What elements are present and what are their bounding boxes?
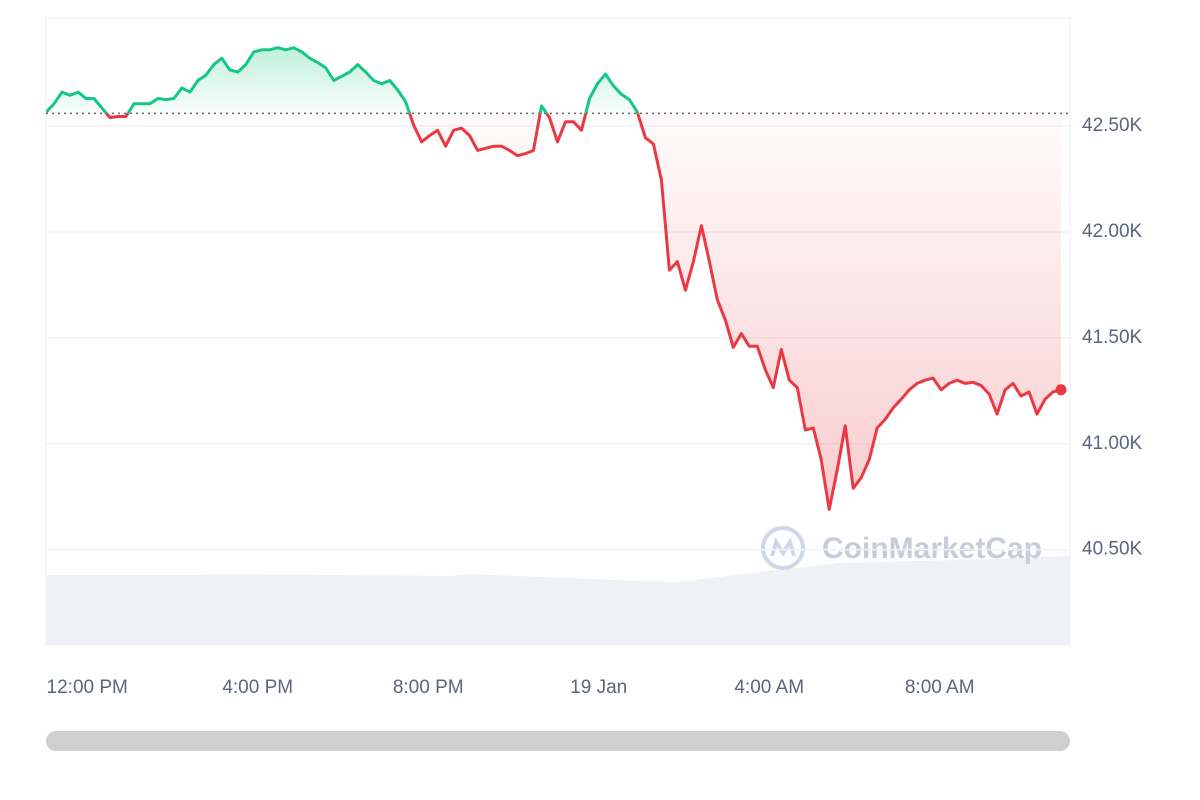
y-tick-label: 42.50K	[1082, 115, 1143, 136]
x-tick-label: 4:00 AM	[734, 677, 804, 698]
y-tick-label: 40.50K	[1082, 539, 1143, 560]
scrollbar[interactable]	[46, 731, 1070, 751]
area-up	[46, 47, 638, 114]
x-tick-label: 19 Jan	[570, 677, 627, 698]
y-tick-label: 41.00K	[1082, 433, 1143, 454]
x-tick-label: 8:00 AM	[905, 677, 975, 698]
price-line-up	[46, 46, 640, 114]
x-tick-label: 8:00 PM	[393, 677, 464, 698]
x-tick-label: 12:00 PM	[47, 677, 128, 698]
volume-area	[46, 556, 1070, 645]
watermark: CoinMarketCap	[822, 532, 1042, 565]
price-line-down	[47, 113, 1062, 511]
area-down	[46, 113, 1061, 510]
y-tick-label: 41.50K	[1082, 327, 1143, 348]
last-price-dot	[1055, 384, 1067, 396]
x-tick-label: 4:00 PM	[222, 677, 293, 698]
y-tick-label: 42.00K	[1082, 221, 1143, 242]
watermark-logo	[761, 526, 805, 570]
